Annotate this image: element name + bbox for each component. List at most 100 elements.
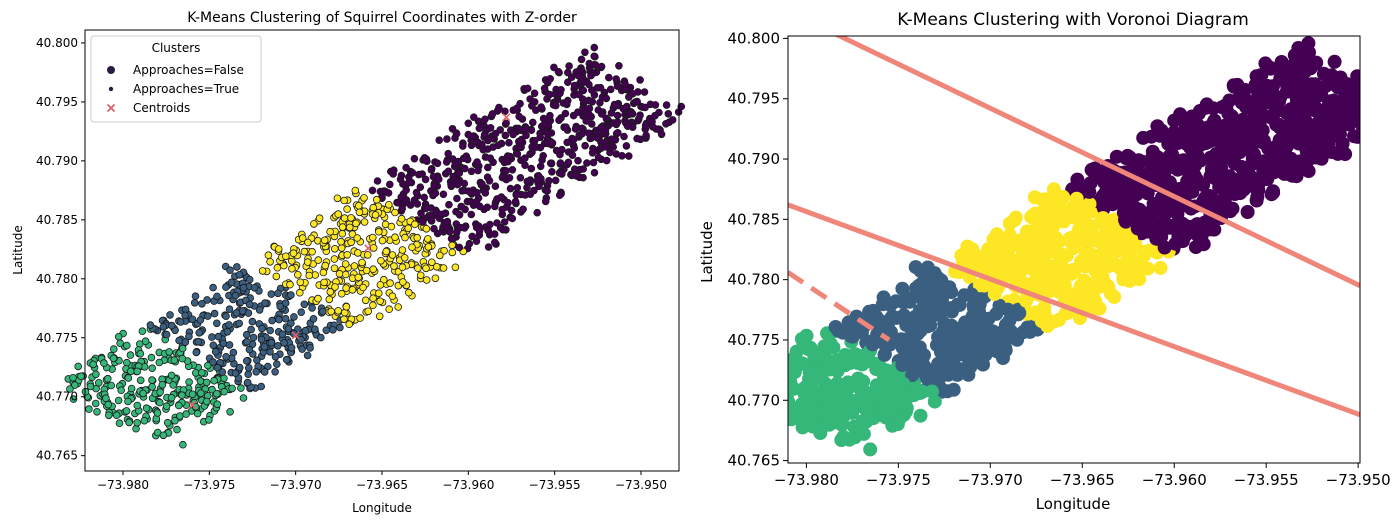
- scatter-point: [1248, 114, 1263, 129]
- left-y-axis-label: Latitude: [11, 225, 25, 274]
- scatter-point: [311, 325, 319, 334]
- scatter-point: [491, 129, 500, 138]
- scatter-point: [418, 218, 427, 226]
- left-scatter-points: [64, 43, 686, 449]
- scatter-point: [615, 62, 623, 70]
- scatter-point: [788, 381, 801, 396]
- scatter-point: [814, 367, 829, 382]
- scatter-point: [792, 412, 807, 427]
- scatter-point: [528, 118, 537, 127]
- scatter-point: [404, 288, 413, 297]
- scatter-point: [883, 368, 898, 383]
- scatter-point: [162, 402, 171, 411]
- legend-entry-centroids: Centroids: [133, 101, 190, 115]
- scatter-point: [501, 131, 510, 140]
- scatter-point: [577, 55, 586, 64]
- scatter-point: [612, 150, 621, 158]
- scatter-point: [508, 214, 517, 223]
- scatter-point: [342, 302, 351, 311]
- left-chart-title: K-Means Clustering of Squirrel Coordinat…: [187, 10, 577, 26]
- scatter-point: [442, 158, 451, 166]
- scatter-point: [1264, 187, 1279, 202]
- scatter-point: [1361, 109, 1375, 123]
- y-tick-label: 40.795: [36, 95, 78, 109]
- scatter-point: [540, 120, 549, 129]
- scatter-point: [455, 169, 464, 177]
- scatter-point: [1361, 94, 1375, 108]
- left-plot-area: [64, 29, 686, 472]
- scatter-point: [1380, 104, 1394, 118]
- scatter-point: [377, 256, 385, 265]
- scatter-point: [222, 312, 230, 321]
- scatter-point: [208, 385, 216, 394]
- scatter-point: [417, 209, 425, 218]
- scatter-point: [1228, 126, 1243, 141]
- scatter-point: [330, 245, 339, 253]
- right-x-axis: −73.980 −73.975 −73.970 −73.965 −73.960 −73.9…: [774, 463, 1391, 489]
- scatter-point: [570, 81, 579, 90]
- scatter-point: [337, 289, 346, 298]
- scatter-point: [1054, 256, 1068, 270]
- scatter-point: [334, 306, 343, 315]
- scatter-point: [551, 176, 560, 185]
- scatter-point: [571, 125, 580, 133]
- scatter-point: [923, 318, 938, 333]
- scatter-point: [362, 266, 371, 275]
- scatter-point: [140, 416, 149, 425]
- scatter-point: [412, 188, 421, 197]
- scatter-point: [239, 283, 248, 292]
- scatter-point: [1173, 107, 1188, 122]
- scatter-point: [1096, 211, 1111, 226]
- scatter-point: [385, 180, 394, 189]
- scatter-point: [330, 255, 339, 263]
- scatter-point: [168, 321, 176, 330]
- scatter-point: [905, 368, 920, 383]
- left-x-axis: −73.980 −73.975 −73.970 −73.965 −73.960 −73.9…: [97, 471, 667, 492]
- scatter-point: [127, 367, 135, 376]
- scatter-point: [523, 84, 532, 93]
- scatter-point: [185, 378, 193, 386]
- scatter-point: [570, 144, 579, 152]
- scatter-point: [104, 374, 112, 383]
- scatter-point: [755, 372, 769, 386]
- scatter-point: [321, 261, 330, 270]
- scatter-point: [1112, 184, 1126, 199]
- scatter-point: [353, 234, 362, 242]
- scatter-point: [556, 159, 565, 167]
- scatter-point: [588, 98, 597, 106]
- scatter-point: [336, 323, 344, 332]
- scatter-point: [1314, 137, 1329, 152]
- scatter-point: [342, 284, 350, 292]
- scatter-point: [574, 156, 582, 165]
- scatter-point: [505, 138, 513, 147]
- y-tick-label: 40.780: [728, 271, 781, 289]
- scatter-point: [633, 134, 641, 143]
- scatter-point: [86, 382, 95, 391]
- scatter-point: [1116, 269, 1131, 284]
- scatter-point: [1356, 126, 1360, 139]
- scatter-point: [162, 330, 171, 339]
- scatter-point: [987, 286, 1002, 301]
- scatter-point: [136, 349, 145, 358]
- scatter-point: [563, 138, 571, 147]
- right-chart: K-Means Clustering with Voronoi Diagram …: [698, 10, 1394, 513]
- scatter-point: [374, 289, 383, 298]
- scatter-point: [641, 121, 650, 130]
- scatter-point: [521, 125, 530, 133]
- scatter-point: [788, 401, 798, 416]
- scatter-point: [473, 188, 481, 197]
- scatter-point: [464, 187, 473, 196]
- scatter-point: [1147, 224, 1162, 239]
- scatter-point: [237, 384, 245, 392]
- scatter-point: [822, 417, 837, 432]
- scatter-point: [408, 168, 417, 177]
- scatter-point: [455, 243, 464, 252]
- scatter-point: [260, 343, 269, 351]
- scatter-point: [320, 236, 329, 245]
- scatter-point: [1242, 178, 1257, 192]
- scatter-point: [225, 305, 234, 314]
- scatter-point: [69, 373, 77, 382]
- scatter-point: [345, 320, 354, 329]
- scatter-point: [768, 360, 782, 374]
- scatter-point: [210, 309, 219, 318]
